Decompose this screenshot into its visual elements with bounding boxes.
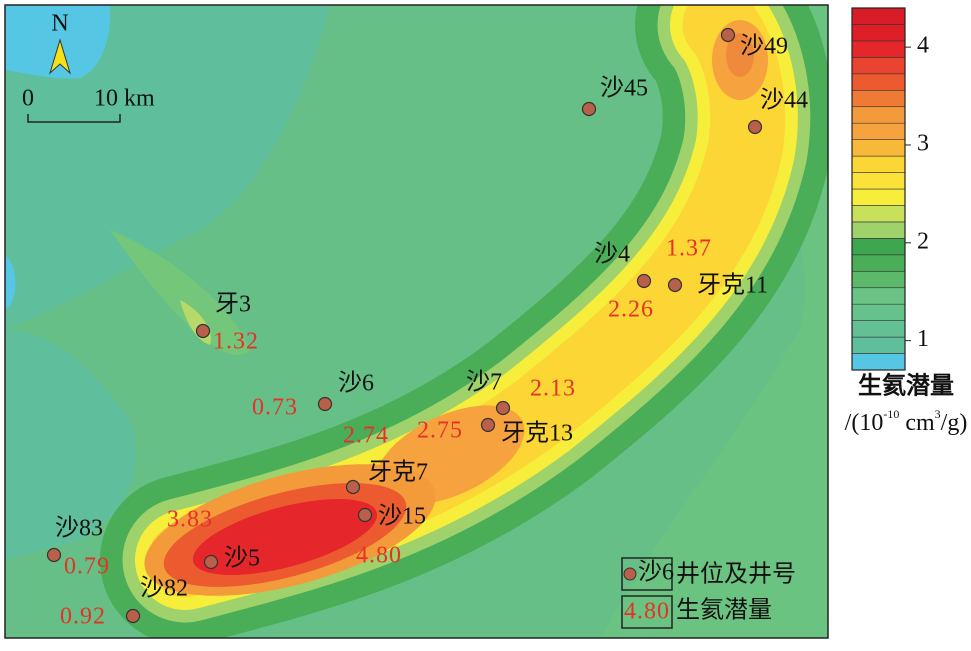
- well-value: 1.37: [666, 236, 712, 262]
- colorbar-tick-label: 3: [917, 130, 929, 156]
- well-name: 沙44: [760, 88, 808, 114]
- legend-label: 井位及井号: [676, 561, 796, 588]
- colorbar-cell: [851, 205, 906, 223]
- colorbar-cell: [851, 155, 906, 173]
- well-name: 沙5: [224, 546, 260, 572]
- well-name: 沙7: [466, 370, 502, 396]
- colorbar-cell: [851, 40, 906, 58]
- well-value: 4.80: [356, 543, 402, 569]
- well-name: 沙83: [55, 516, 103, 542]
- colorbar-tick-label: 2: [917, 228, 929, 254]
- colorbar: 1 2 3 4: [851, 7, 929, 371]
- legend-box: [621, 557, 673, 591]
- legend-dot: [623, 567, 637, 581]
- colorbar-cell: [851, 89, 906, 108]
- unit-part: cm: [899, 410, 935, 436]
- colorbar-cell: [851, 122, 906, 140]
- colorbar-cell: [851, 336, 906, 354]
- well-dot: [667, 277, 683, 293]
- well-name: 沙82: [140, 576, 188, 602]
- north-label: N: [51, 11, 68, 37]
- well-value: 0.73: [252, 395, 298, 421]
- colorbar-cell: [851, 24, 906, 42]
- well-dot: [747, 119, 763, 135]
- well-dot: [480, 417, 496, 433]
- well-name: 牙克11: [697, 272, 768, 299]
- legend-sample: 沙6: [638, 560, 674, 586]
- colorbar-cell: [851, 106, 906, 124]
- unit-part: /(10: [845, 410, 884, 436]
- well-value: 0.79: [64, 554, 110, 580]
- well-dot: [317, 396, 333, 412]
- well-value: 2.75: [417, 418, 463, 444]
- colorbar-cell: [851, 57, 906, 75]
- contour-field: [5, 5, 828, 638]
- well-dot: [125, 608, 141, 624]
- unit-part: -10: [883, 407, 899, 421]
- colorbar-cell: [851, 7, 906, 25]
- legend: 沙6 井位及井号 4.80 生氦潜量: [621, 557, 796, 629]
- colorbar-cell: [851, 353, 906, 371]
- well-value: 2.13: [530, 376, 576, 402]
- legend-box: [621, 595, 673, 629]
- scale-bar: [27, 114, 121, 123]
- colorbar-cell: [851, 221, 906, 239]
- legend-label: 生氦潜量: [676, 597, 772, 624]
- unit-part: /g): [941, 410, 968, 436]
- well-dot: [357, 507, 373, 523]
- colorbar-title: 生氦潜量: [858, 372, 954, 400]
- well-dot: [195, 323, 211, 339]
- well-dot: [345, 479, 361, 495]
- scale-start: 0: [22, 86, 34, 112]
- wells: 沙49 沙45 沙44 沙4 2.26 牙克11 1.37 牙3 1.32 沙6 0.73 沙7 2.1…: [46, 27, 808, 630]
- well-value: 1.32: [213, 329, 259, 355]
- well-name: 牙克7: [368, 459, 428, 486]
- well-dot: [581, 101, 597, 117]
- well-dot: [636, 273, 652, 289]
- colorbar-cell: [851, 172, 906, 190]
- well-name: 沙4: [594, 242, 630, 268]
- well-dot: [495, 400, 511, 416]
- well-name: 牙克13: [501, 420, 573, 447]
- map-frame: [4, 4, 829, 639]
- colorbar-cell: [851, 73, 906, 91]
- scale-end: 10 km: [94, 86, 155, 112]
- colorbar-tick-label: 4: [917, 33, 929, 59]
- colorbar-unit: /(10-10 cm3/g): [845, 407, 968, 436]
- colorbar-cell: [851, 270, 906, 289]
- colorbar-frame: [851, 7, 906, 371]
- well-dot: [203, 554, 219, 570]
- north-arrow: [49, 38, 71, 75]
- unit-part: 3: [935, 407, 941, 421]
- colorbar-cell: [851, 139, 906, 157]
- well-name: 沙15: [378, 504, 426, 530]
- well-name: 牙3: [215, 292, 251, 318]
- well-value: 3.83: [167, 507, 213, 533]
- well-name: 沙45: [600, 76, 648, 102]
- colorbar-cell: [851, 287, 906, 305]
- colorbar-cell: [851, 238, 906, 256]
- well-value: 2.74: [343, 423, 389, 449]
- well-value: 2.26: [608, 297, 654, 323]
- well-name: 沙6: [338, 371, 374, 397]
- well-dot: [46, 547, 62, 563]
- legend-sample: 4.80: [624, 599, 670, 625]
- colorbar-cell: [851, 303, 906, 321]
- colorbar-cell: [851, 254, 906, 272]
- well-value: 0.92: [60, 604, 106, 630]
- colorbar-tick-label: 1: [917, 326, 929, 352]
- colorbar-cell: [851, 188, 906, 206]
- well-name: 沙49: [740, 34, 788, 60]
- colorbar-cell: [851, 320, 906, 338]
- well-dot: [720, 27, 736, 43]
